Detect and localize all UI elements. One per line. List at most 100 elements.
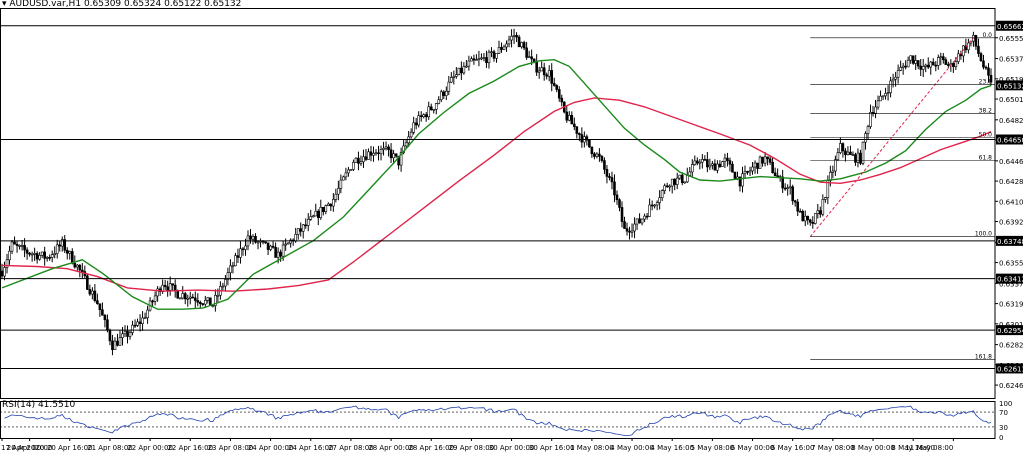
candle xyxy=(452,70,456,85)
candle-body xyxy=(793,200,797,203)
candle-body xyxy=(65,249,69,254)
candle xyxy=(866,124,870,141)
candles-group xyxy=(0,28,993,356)
candle-body xyxy=(221,285,225,288)
candle-body xyxy=(801,211,805,222)
candle xyxy=(316,209,320,226)
candle xyxy=(314,203,318,217)
collapse-arrow-icon[interactable]: ▾ xyxy=(2,0,10,9)
rsi-tick-label: 30 xyxy=(999,424,1008,432)
candle xyxy=(319,199,323,220)
candle xyxy=(535,54,538,76)
candle xyxy=(831,165,835,179)
candle xyxy=(327,202,330,207)
candle-body xyxy=(839,143,842,153)
candle xyxy=(5,253,9,274)
candle-body xyxy=(698,161,702,164)
price-tick-label: 0.62465 xyxy=(999,382,1024,390)
candle-body xyxy=(570,115,574,125)
candle xyxy=(665,182,669,188)
candle-body xyxy=(73,262,77,268)
candle xyxy=(552,77,556,87)
candle-body xyxy=(432,108,436,111)
candle-body xyxy=(444,90,448,96)
candle xyxy=(713,159,717,171)
candle xyxy=(53,246,57,259)
candle-body xyxy=(38,255,41,260)
fib-trend-line[interactable] xyxy=(809,37,974,237)
candle-body xyxy=(693,160,697,165)
candle xyxy=(633,217,636,239)
candle-body xyxy=(573,123,576,128)
candle xyxy=(808,218,812,226)
candle-body xyxy=(638,218,641,224)
candle-body xyxy=(239,248,242,258)
candle-body xyxy=(168,283,172,291)
candle-body xyxy=(600,156,604,161)
candle xyxy=(116,333,119,347)
candle xyxy=(123,325,127,338)
candle xyxy=(856,148,860,168)
candle xyxy=(362,149,365,168)
candle-body xyxy=(342,176,345,181)
level-price-label: 0.62613 xyxy=(997,365,1024,373)
current-price-label: 0.65132 xyxy=(997,82,1024,90)
candle xyxy=(55,239,59,259)
candle-body xyxy=(522,42,526,49)
candle xyxy=(246,230,250,251)
time-tick-label: 1 May 08:00 xyxy=(570,444,614,452)
candle-body xyxy=(866,126,870,134)
candle xyxy=(40,251,44,259)
candle xyxy=(505,40,508,52)
candle xyxy=(813,213,817,225)
candle xyxy=(83,265,87,279)
candle xyxy=(171,283,174,292)
candle-body xyxy=(555,85,559,90)
candle-body xyxy=(921,66,925,70)
time-tick-label: 5 May 08:00 xyxy=(691,444,735,452)
candle xyxy=(136,318,139,327)
fib-level-label: 38.2 xyxy=(979,108,993,115)
candle-body xyxy=(8,250,11,261)
candle-body xyxy=(590,146,594,155)
candle-body xyxy=(181,293,185,299)
candle xyxy=(896,64,900,84)
candle xyxy=(851,151,855,157)
candle-body xyxy=(713,163,717,171)
candle-body xyxy=(450,77,453,83)
candle xyxy=(404,139,408,149)
candle-body xyxy=(86,275,89,290)
candle-body xyxy=(550,70,554,84)
candle-body xyxy=(327,203,330,206)
candle-body xyxy=(856,152,860,163)
candle-body xyxy=(585,136,589,141)
fib-level-label: 61.8 xyxy=(979,155,993,162)
symbol-title: AUDUSD.var,H1 xyxy=(9,0,82,9)
candle xyxy=(382,141,385,156)
candle xyxy=(748,166,752,177)
candle-body xyxy=(472,58,476,61)
candle xyxy=(236,248,240,263)
candle xyxy=(108,328,112,346)
candle-body xyxy=(364,156,368,160)
candle xyxy=(88,284,92,296)
candle xyxy=(776,168,779,178)
candle xyxy=(688,166,692,177)
candle xyxy=(708,158,712,171)
candle xyxy=(718,160,722,169)
candle xyxy=(585,134,589,146)
level-price-label: 0.62954 xyxy=(997,327,1024,335)
candle xyxy=(746,170,749,175)
candle-body xyxy=(718,163,722,167)
candle-body xyxy=(540,67,543,72)
candle-body xyxy=(701,159,704,163)
candle xyxy=(507,35,511,48)
candle xyxy=(824,196,827,203)
candle-body xyxy=(480,57,483,60)
candle-body xyxy=(595,153,599,157)
candle xyxy=(801,209,805,222)
candle-body xyxy=(706,159,709,168)
candle xyxy=(432,108,436,114)
